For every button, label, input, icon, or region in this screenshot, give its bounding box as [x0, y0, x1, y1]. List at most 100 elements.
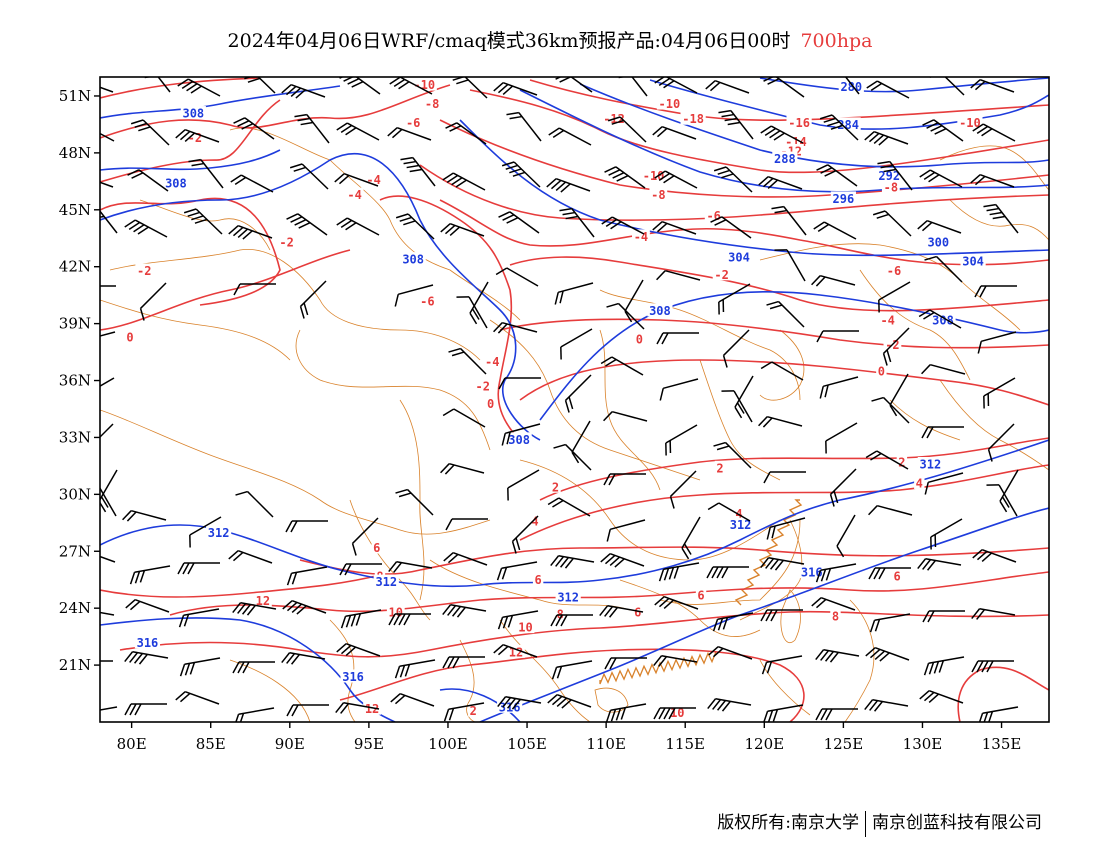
wind-barb	[547, 497, 591, 517]
temperature-label-bg	[529, 513, 541, 527]
wind-barb	[924, 255, 963, 283]
wind-barb	[919, 689, 964, 704]
wind-barb	[511, 515, 539, 554]
y-tick-label: 24N	[59, 599, 91, 617]
geopotential-label: 300	[927, 236, 949, 250]
geopotential-label-bg	[647, 303, 673, 317]
wind-barb	[987, 423, 1015, 462]
wind-barb	[340, 609, 382, 629]
temperature-label: 10	[518, 621, 532, 635]
wind-barb	[493, 81, 538, 96]
geopotential-line	[100, 617, 396, 722]
x-tick-label: 95E	[354, 735, 384, 753]
x-tick-label: 100E	[428, 735, 468, 753]
wind-barb	[710, 216, 752, 239]
boundary-line	[949, 199, 1049, 241]
geopotential-line	[759, 77, 1049, 93]
wind-barb	[560, 328, 593, 360]
boundary-line	[939, 145, 1049, 191]
temperature-label-bg	[468, 703, 479, 717]
isotherm-line	[299, 546, 1049, 575]
axis-ticks: 80E 85E 90E 95E 100E 105E 110E 115E 120E 125E 130E…	[59, 87, 1022, 753]
wind-barb	[971, 660, 1014, 673]
geopotential-label-bg	[799, 565, 825, 579]
geopotential-line	[539, 291, 1049, 421]
wind-barb	[244, 77, 276, 94]
temperature-label: 2	[470, 704, 477, 718]
wind-barb	[604, 657, 647, 670]
wind-barb	[665, 424, 698, 456]
boundary-line	[489, 319, 701, 481]
wind-barb	[974, 285, 1017, 298]
wind-barb	[930, 518, 963, 550]
wind-barb	[713, 441, 752, 469]
wind-barb	[554, 282, 594, 305]
wind-barb	[339, 77, 381, 95]
temperature-label: 4	[916, 476, 923, 490]
x-tick-label: 125E	[824, 735, 864, 753]
x-tick-label: 120E	[745, 735, 785, 753]
temperature-label-bg	[254, 593, 272, 607]
temperature-label-bg	[649, 187, 668, 201]
temperature-label-bg	[733, 506, 745, 520]
wind-barb	[889, 373, 909, 417]
temperature-label-bg	[695, 587, 707, 601]
coastline	[599, 651, 717, 685]
wind-barb	[864, 699, 909, 712]
geopotential-label: 308	[649, 304, 671, 318]
temperature-label: 8	[832, 609, 839, 623]
wind-barb	[144, 77, 171, 93]
geopotential-label: 308	[165, 177, 187, 191]
wind-barb	[653, 655, 698, 667]
geopotential-label: 312	[730, 518, 752, 532]
temperature-label: 2	[552, 480, 559, 494]
wind-barb	[498, 211, 540, 234]
temperature-label-bg	[876, 364, 887, 378]
wind-barb	[872, 210, 912, 237]
temperature-label: -4	[347, 188, 361, 202]
temperature-label: -10	[413, 78, 435, 92]
wind-barb	[972, 123, 1016, 142]
temperature-label: 6	[535, 573, 542, 587]
x-tick-label: 135E	[982, 735, 1022, 753]
wind-barb	[970, 173, 1015, 188]
wind-barb	[100, 660, 113, 662]
isotherm-line	[100, 77, 261, 99]
wind-barb	[871, 396, 910, 424]
wind-barb	[922, 610, 965, 623]
wind-barb	[443, 702, 485, 722]
wind-barb	[760, 125, 804, 144]
isotherm-line	[439, 199, 1049, 266]
wind-barb	[100, 706, 118, 714]
wind-barb	[603, 473, 646, 486]
boundary-line	[229, 659, 311, 722]
wind-barb	[448, 347, 487, 375]
wind-barb	[819, 376, 859, 399]
wind-barb	[551, 660, 593, 680]
temperature-label-bg	[914, 475, 925, 489]
temperature-label: 6	[634, 605, 641, 619]
wind-barb	[495, 267, 539, 287]
wind-barb	[443, 551, 488, 566]
wind-barb	[400, 156, 436, 187]
temperature-label: -4	[634, 230, 648, 244]
wind-barb	[654, 77, 698, 94]
boundary-line	[759, 243, 1021, 331]
geopotential-label: 292	[878, 169, 900, 183]
temperature-label-bg	[423, 96, 442, 110]
temperature-label: 6	[373, 541, 380, 555]
temperature-label: 0	[126, 330, 133, 344]
isotherm-line	[100, 574, 381, 598]
wind-barb	[100, 123, 115, 142]
geopotential-label-bg	[830, 191, 856, 205]
wind-barb	[559, 207, 595, 238]
y-tick-label: 30N	[59, 485, 91, 503]
y-tick-label: 33N	[59, 428, 91, 446]
geopotential-label-bg	[876, 168, 902, 182]
temperature-label: -10	[643, 169, 665, 183]
temperature-label: -2	[714, 268, 728, 282]
wind-barb	[233, 117, 275, 140]
wind-barb	[506, 111, 542, 142]
map-frame	[99, 76, 1050, 723]
x-tick-label: 110E	[586, 735, 626, 753]
